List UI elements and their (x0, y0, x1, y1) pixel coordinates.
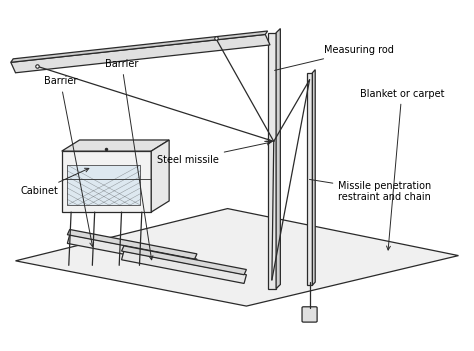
Polygon shape (307, 73, 312, 285)
Text: Barrier: Barrier (44, 77, 94, 246)
Text: Blanket or carpet: Blanket or carpet (359, 89, 444, 250)
Polygon shape (121, 251, 246, 284)
Polygon shape (62, 140, 169, 151)
Polygon shape (151, 140, 169, 212)
Polygon shape (121, 246, 246, 275)
Polygon shape (67, 230, 197, 259)
Polygon shape (312, 69, 315, 285)
Text: Steel missile: Steel missile (157, 141, 271, 165)
Polygon shape (67, 165, 140, 205)
Text: Barrier: Barrier (105, 59, 153, 260)
Polygon shape (11, 31, 268, 62)
Polygon shape (62, 151, 151, 212)
Polygon shape (67, 235, 197, 268)
Polygon shape (11, 34, 270, 73)
Text: Measuring rod: Measuring rod (274, 45, 394, 71)
Polygon shape (276, 28, 280, 289)
FancyBboxPatch shape (302, 307, 317, 322)
Polygon shape (16, 208, 458, 306)
Text: Cabinet: Cabinet (20, 168, 89, 196)
Polygon shape (268, 33, 276, 289)
Text: Missile penetration
restraint and chain: Missile penetration restraint and chain (310, 179, 431, 202)
